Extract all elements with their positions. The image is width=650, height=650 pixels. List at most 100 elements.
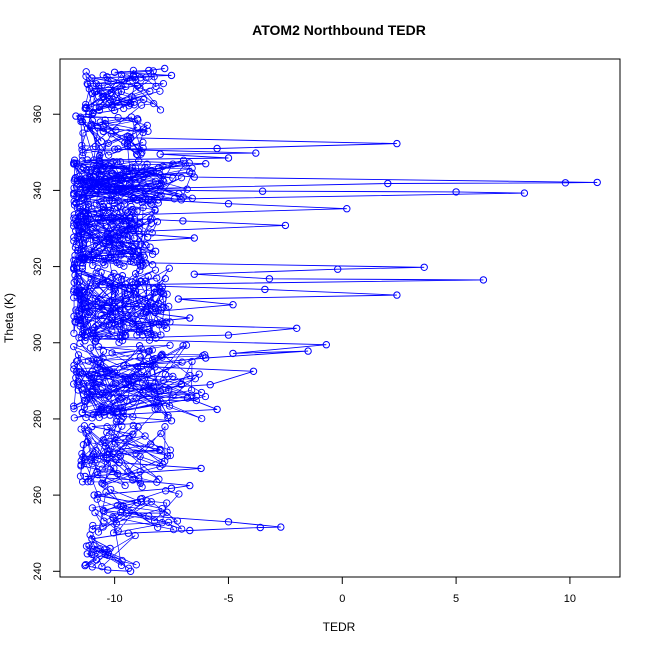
cloud-point [97, 99, 105, 108]
cloud-point [100, 517, 108, 525]
cloud-point [83, 438, 91, 446]
cloud-line [72, 69, 206, 569]
cloud-point [101, 442, 109, 451]
data-point [99, 127, 108, 136]
data-point [99, 436, 108, 444]
cloud-point [78, 194, 86, 202]
cloud-point [129, 71, 138, 79]
cloud-point [74, 356, 82, 365]
cloud-point [117, 319, 125, 328]
cloud-point [106, 280, 114, 288]
cloud-point [150, 517, 159, 525]
cloud-point [81, 333, 90, 341]
cloud-point [157, 331, 165, 339]
cloud-point [198, 414, 206, 423]
cloud-point [144, 272, 152, 280]
cloud-point [118, 415, 126, 423]
data-point [92, 335, 101, 343]
cloud-point [80, 403, 89, 412]
cloud-point [147, 298, 155, 306]
cloud-point [118, 216, 126, 224]
cloud-point [110, 464, 118, 472]
data-point [202, 354, 210, 362]
data-point [393, 291, 401, 299]
cloud-point [92, 447, 100, 455]
cloud-point [86, 173, 95, 182]
data-point [249, 367, 258, 375]
data-point [213, 405, 221, 414]
cloud-point [144, 233, 152, 241]
cloud-point [151, 405, 159, 413]
cloud-point [142, 241, 150, 249]
cloud-point [150, 73, 158, 81]
cloud-point [78, 264, 87, 273]
data-point [129, 476, 137, 484]
data-point [161, 64, 169, 73]
cloud-point [153, 274, 161, 282]
data-point [99, 240, 108, 248]
cloud-point [92, 200, 100, 208]
cloud-point [89, 410, 97, 419]
data-point [145, 384, 153, 393]
cloud-point [151, 289, 159, 297]
cloud-point [93, 236, 101, 244]
data-point [452, 188, 460, 196]
cloud-point [103, 423, 111, 431]
cloud-point [116, 158, 125, 166]
cloud-point [117, 70, 126, 79]
cloud-point [78, 409, 87, 417]
data-series [72, 64, 601, 575]
cloud-point [159, 79, 168, 88]
cloud-point [70, 160, 79, 168]
cloud-point [149, 361, 157, 369]
cloud-point [104, 232, 112, 240]
data-point [120, 361, 128, 370]
cloud-point [166, 446, 174, 454]
cloud-point [80, 194, 88, 202]
cloud-point [159, 162, 167, 170]
cloud-point [136, 74, 145, 82]
cloud-point [70, 260, 79, 268]
cloud-point [118, 176, 126, 185]
cloud-point [133, 371, 141, 379]
cloud-point [75, 172, 83, 180]
cloud-point [134, 423, 142, 431]
data-point [83, 156, 92, 164]
cloud-point [96, 176, 105, 184]
cloud-point [84, 200, 93, 208]
data-point [224, 154, 233, 162]
cloud-point [161, 370, 170, 379]
cloud-point [70, 233, 78, 241]
cloud-point [95, 155, 103, 163]
cloud-point [188, 357, 196, 366]
cloud-point [87, 375, 96, 384]
cloud-point [79, 129, 87, 137]
cloud-point [137, 150, 145, 158]
cloud-point [100, 162, 108, 170]
cloud-point [131, 164, 140, 172]
cloud-point [108, 314, 116, 322]
cloud-point [72, 199, 80, 208]
data-point [126, 567, 135, 575]
cloud-point [177, 380, 186, 388]
cloud-point [88, 525, 96, 534]
cloud-point [104, 139, 112, 147]
cloud-point [76, 113, 85, 121]
data-point [183, 394, 192, 402]
data-point [561, 179, 570, 187]
cloud-point [70, 214, 78, 222]
cloud-point [101, 481, 109, 489]
cloud-point [158, 504, 166, 513]
cloud-point [130, 215, 139, 224]
cloud-point [109, 223, 117, 231]
cloud-point [102, 367, 111, 375]
cloud-point [70, 342, 78, 351]
cloud-point [155, 180, 163, 188]
data-point [256, 523, 264, 532]
cloud-point [130, 98, 139, 106]
cloud-point [186, 371, 194, 380]
x-axis-label: TEDR [323, 620, 356, 634]
cloud-point [93, 161, 101, 170]
cloud-point [103, 172, 111, 181]
cloud-point [71, 174, 80, 182]
